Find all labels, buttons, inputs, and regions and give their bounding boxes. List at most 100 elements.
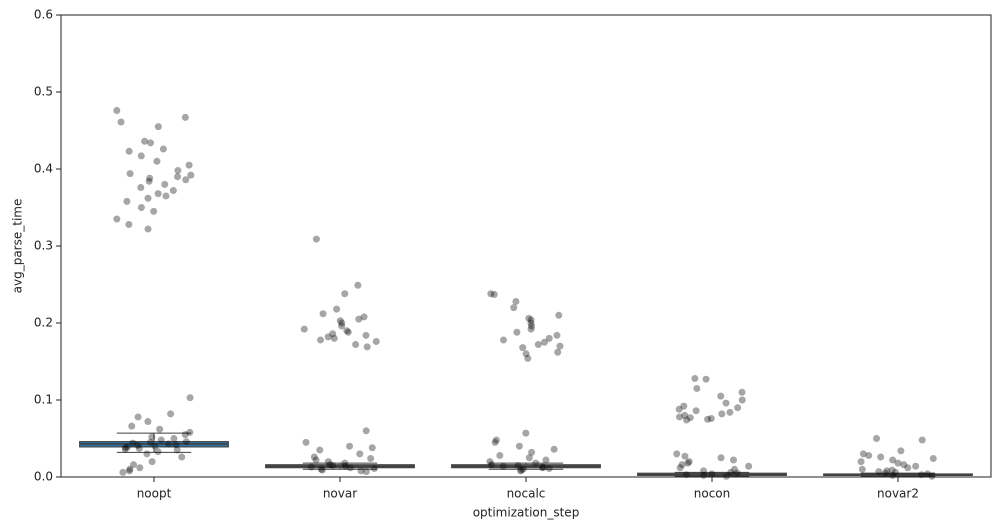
strip-point	[156, 425, 164, 433]
strip-point	[685, 458, 693, 466]
strip-point	[336, 317, 344, 325]
strip-point	[130, 461, 138, 469]
strip-point	[318, 466, 326, 474]
strip-point	[897, 447, 905, 455]
strip-point	[491, 438, 499, 446]
strip-point	[178, 453, 186, 461]
strip-point	[917, 471, 925, 479]
strip-point	[733, 469, 741, 477]
strip-point	[333, 305, 341, 313]
strip-point	[150, 207, 158, 215]
strip-point	[312, 235, 320, 243]
strip-point	[181, 113, 189, 121]
strip-point	[352, 341, 360, 349]
strip-point	[859, 450, 867, 458]
strip-point	[135, 445, 143, 453]
strip-point	[928, 472, 936, 480]
strip-point	[542, 456, 550, 464]
strip-point	[119, 468, 127, 476]
strip-point	[519, 344, 527, 352]
strip-point	[137, 204, 145, 211]
strip-point	[522, 350, 530, 358]
strip-point	[496, 451, 504, 459]
strip-point	[174, 173, 182, 181]
strip-point	[362, 427, 370, 435]
strip-point	[162, 192, 170, 200]
strip-point	[894, 459, 902, 467]
strip-point	[370, 465, 378, 473]
strip-point	[167, 410, 175, 418]
strip-point	[147, 438, 155, 446]
strip-point	[683, 416, 691, 424]
strip-point	[186, 428, 194, 436]
strip-point	[326, 461, 334, 469]
x-tick-label: novar2	[877, 487, 919, 501]
y-tick-label: 0.0	[34, 470, 53, 484]
strip-point	[319, 310, 327, 318]
strip-point	[550, 445, 558, 453]
strip-point	[738, 388, 746, 396]
strip-point	[545, 334, 553, 342]
strip-point	[730, 465, 738, 473]
strip-point	[534, 341, 542, 349]
strip-point	[185, 161, 193, 169]
strip-point	[525, 314, 533, 322]
strip-point	[360, 313, 368, 321]
strip-point	[702, 375, 710, 383]
strip-point	[727, 468, 735, 476]
strip-point	[680, 402, 688, 410]
strip-point	[708, 470, 716, 478]
strip-point	[144, 225, 152, 233]
strip-point	[900, 461, 908, 469]
strip-point	[525, 454, 533, 462]
strip-point	[141, 137, 149, 145]
strip-point	[722, 399, 730, 407]
strip-point	[344, 328, 352, 336]
strip-point	[499, 462, 507, 470]
strip-point	[121, 444, 129, 452]
strip-point	[134, 441, 142, 449]
strip-point	[510, 304, 518, 312]
strip-point	[129, 439, 137, 447]
strip-point	[182, 176, 190, 184]
strip-point	[718, 410, 726, 418]
strip-point	[726, 408, 734, 416]
strip-point	[875, 468, 883, 476]
strip-point	[891, 468, 899, 476]
x-tick-label: nocalc	[507, 487, 546, 501]
strip-point	[123, 197, 131, 205]
strip-point	[678, 461, 686, 469]
strip-point	[302, 438, 310, 446]
strip-point	[117, 118, 125, 126]
strip-point	[522, 429, 530, 437]
strip-point	[527, 316, 535, 324]
strip-point	[540, 338, 548, 346]
y-axis-label: avg_parse_time	[11, 199, 25, 294]
strip-point	[317, 465, 325, 473]
strip-point	[555, 311, 563, 319]
strip-point	[554, 348, 562, 356]
y-tick-label: 0.6	[34, 8, 53, 22]
strip-point	[889, 471, 897, 479]
strip-point	[145, 177, 153, 185]
strip-point	[161, 180, 169, 188]
strip-point	[137, 152, 145, 160]
x-axis-label: optimization_step	[473, 506, 580, 520]
y-tick-label: 0.3	[34, 239, 53, 253]
strip-point	[681, 452, 689, 460]
strip-point	[148, 433, 156, 441]
strip-point	[154, 448, 162, 456]
strip-point	[146, 174, 154, 182]
strip-point	[929, 455, 937, 463]
strip-point	[686, 414, 694, 422]
strip-point	[527, 325, 535, 333]
strip-point	[126, 170, 134, 178]
strip-point	[343, 327, 351, 335]
strip-point	[147, 139, 155, 147]
strip-point	[707, 414, 715, 422]
strip-point	[134, 413, 142, 421]
strip-point	[717, 392, 725, 400]
strip-point	[692, 407, 700, 415]
strip-point	[545, 465, 553, 473]
strip-point	[857, 458, 865, 466]
